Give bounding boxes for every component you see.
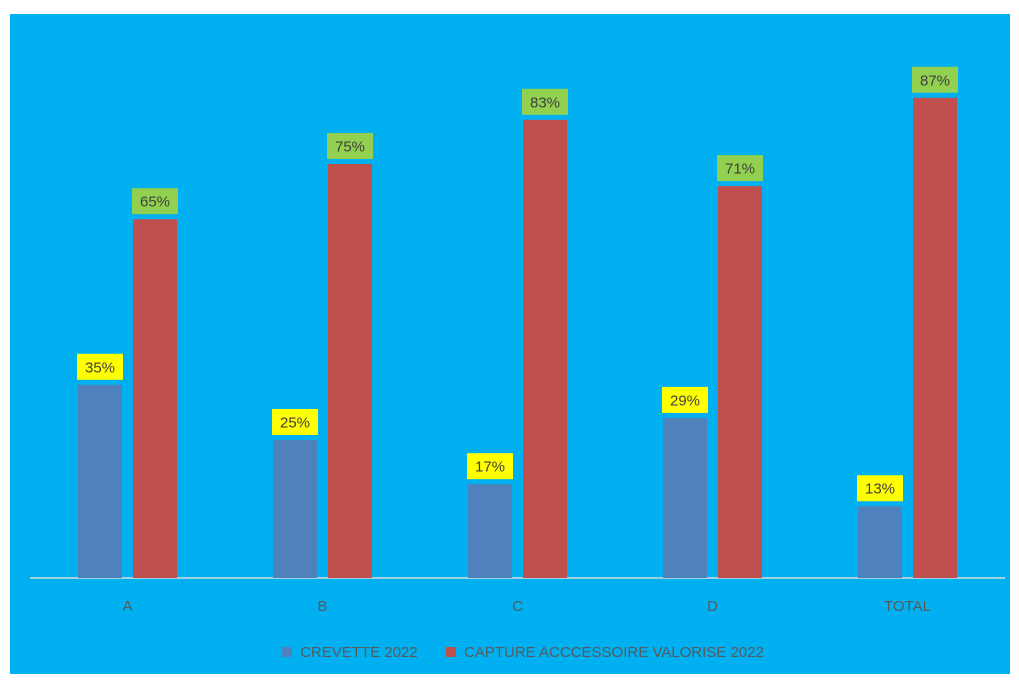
bar-d-series-2 xyxy=(718,186,762,578)
data-label-bg-b-series-1 xyxy=(272,409,318,435)
data-label-b-series-2: 75% xyxy=(335,139,365,156)
data-label-a-series-2: 65% xyxy=(140,194,170,211)
bar-a-series-2 xyxy=(133,219,177,578)
x-tick-label-d: D xyxy=(707,598,718,615)
bar-b-series-2 xyxy=(328,164,372,578)
x-tick-label-total: TOTAL xyxy=(884,598,931,615)
chart-area: 35% 65% A 25% 75% B 17% 83% C 29% 71% D 13% 87% TOTAL C… xyxy=(10,14,1010,674)
data-label-bg-b-series-2 xyxy=(327,133,373,159)
data-label-bg-c-series-1 xyxy=(467,453,513,480)
legend-swatch-series-1 xyxy=(282,647,293,657)
bar-total-series-1 xyxy=(858,506,902,578)
bar-c-series-1 xyxy=(468,484,512,578)
data-label-c-series-2: 83% xyxy=(530,94,560,111)
data-label-total-series-2: 87% xyxy=(920,72,950,89)
x-tick-label-a: A xyxy=(122,598,132,615)
bar-c-series-2 xyxy=(523,119,567,578)
legend-label-series-1: CREVETTE 2022 xyxy=(300,644,418,661)
legend-label-series-2: CAPTURE ACCCESSOIRE VALORISE 2022 xyxy=(464,644,764,661)
data-label-a-series-1: 35% xyxy=(85,359,115,376)
data-label-bg-total-series-1 xyxy=(857,475,903,502)
data-label-total-series-1: 13% xyxy=(865,481,895,498)
bar-chart: 35% 65% A 25% 75% B 17% 83% C 29% 71% D 13% 87% TOTAL C… xyxy=(30,66,1005,661)
data-label-bg-a-series-1 xyxy=(77,353,123,380)
data-label-bg-a-series-2 xyxy=(132,188,178,215)
legend-swatch-series-2 xyxy=(446,647,456,657)
data-label-bg-d-series-1 xyxy=(662,386,708,413)
data-label-d-series-2: 71% xyxy=(725,161,755,178)
data-label-b-series-1: 25% xyxy=(280,415,310,432)
x-tick-label-c: C xyxy=(512,598,523,615)
bar-b-series-1 xyxy=(273,440,317,578)
data-label-c-series-1: 17% xyxy=(475,459,505,476)
bar-d-series-1 xyxy=(663,417,707,578)
data-label-bg-d-series-2 xyxy=(717,155,763,182)
data-label-d-series-1: 29% xyxy=(670,392,700,409)
data-label-bg-total-series-2 xyxy=(912,66,958,93)
bar-total-series-2 xyxy=(913,97,957,578)
bar-a-series-1 xyxy=(78,384,122,578)
x-tick-label-b: B xyxy=(317,598,327,615)
data-label-bg-c-series-2 xyxy=(522,88,568,115)
